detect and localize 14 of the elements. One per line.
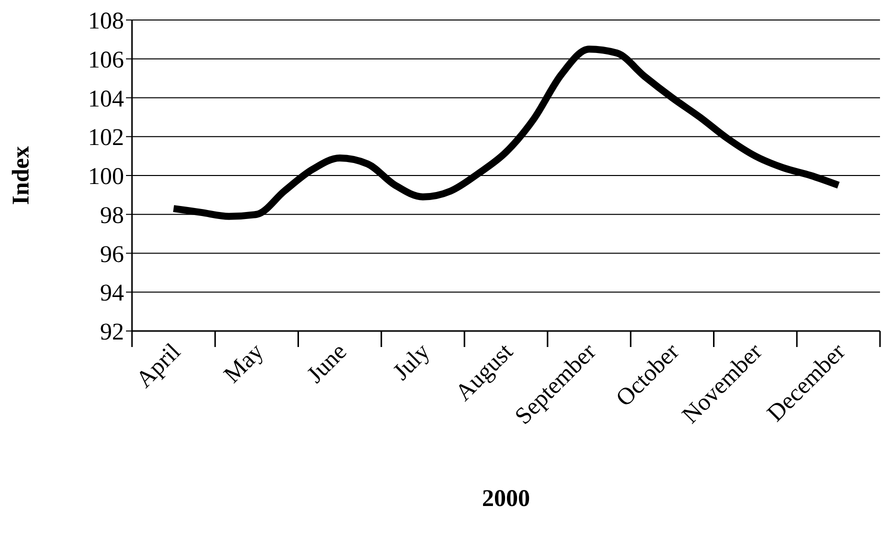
x-axis-title: 2000	[482, 486, 530, 512]
y-tick-label: 106	[88, 47, 124, 74]
x-tick-label: June	[302, 338, 352, 388]
y-axis-title: Index	[8, 146, 35, 205]
y-tick-label: 102	[88, 125, 124, 152]
y-tick-label: 100	[88, 164, 124, 190]
x-tick-label: May	[219, 338, 269, 388]
y-tick-label: 94	[100, 280, 124, 307]
y-tick-label: 104	[88, 86, 124, 112]
y-tick-label: 108	[88, 8, 124, 35]
y-tick-label: 96	[100, 242, 124, 268]
x-tick-label: July	[388, 338, 436, 386]
y-tick-label: 98	[100, 202, 124, 229]
y-tick-label: 92	[100, 320, 124, 346]
